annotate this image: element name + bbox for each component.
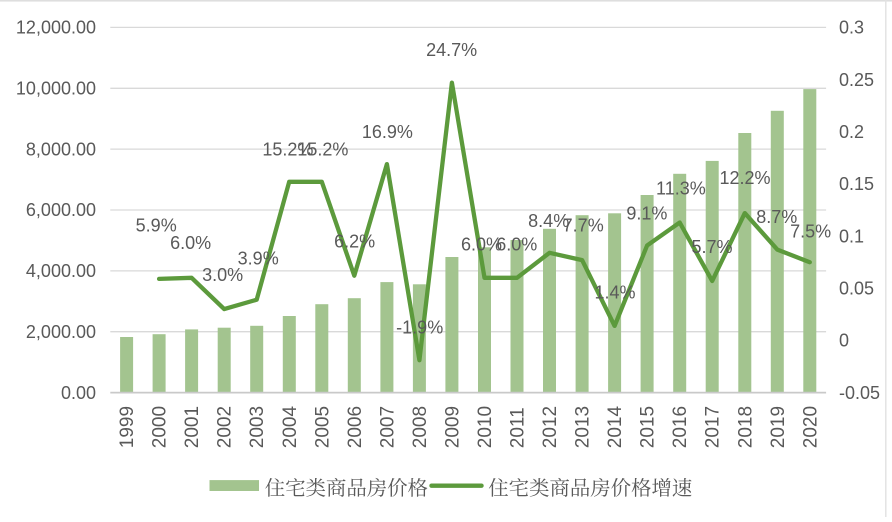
svg-text:2001: 2001 (182, 406, 203, 448)
svg-text:2014: 2014 (605, 405, 626, 448)
svg-text:1.4%: 1.4% (594, 283, 635, 303)
svg-text:2007: 2007 (377, 406, 398, 448)
svg-text:0.2: 0.2 (839, 122, 864, 142)
svg-text:3.0%: 3.0% (202, 265, 243, 285)
svg-text:6.0%: 6.0% (496, 235, 537, 255)
svg-text:8.4%: 8.4% (528, 211, 569, 231)
svg-text:24.7%: 24.7% (426, 40, 477, 60)
svg-text:2,000.00: 2,000.00 (26, 322, 96, 342)
svg-text:12,000.00: 12,000.00 (16, 18, 96, 38)
svg-text:2011: 2011 (508, 407, 529, 448)
svg-text:15.2%: 15.2% (297, 140, 348, 160)
svg-text:8,000.00: 8,000.00 (26, 139, 96, 159)
svg-text:2018: 2018 (735, 406, 756, 448)
svg-text:2019: 2019 (768, 406, 789, 448)
svg-text:2008: 2008 (410, 406, 431, 448)
svg-text:0.05: 0.05 (839, 279, 874, 299)
svg-text:12.2%: 12.2% (719, 168, 770, 188)
svg-text:2004: 2004 (280, 405, 301, 448)
svg-text:6.0%: 6.0% (461, 235, 502, 255)
svg-text:7.5%: 7.5% (790, 222, 831, 242)
svg-text:2005: 2005 (312, 406, 333, 448)
svg-text:0.3: 0.3 (839, 18, 864, 38)
svg-text:2003: 2003 (247, 406, 268, 448)
svg-text:2009: 2009 (442, 406, 463, 448)
svg-text:9.1%: 9.1% (626, 203, 667, 223)
svg-text:2000: 2000 (150, 406, 171, 448)
svg-text:15.2%: 15.2% (262, 140, 313, 160)
svg-text:2012: 2012 (540, 406, 561, 448)
svg-text:1999: 1999 (117, 406, 138, 448)
svg-text:2002: 2002 (215, 406, 236, 448)
svg-text:0.25: 0.25 (839, 70, 874, 90)
svg-text:2010: 2010 (475, 406, 496, 448)
svg-text:5.7%: 5.7% (691, 237, 732, 257)
svg-text:2017: 2017 (703, 406, 724, 448)
svg-text:2013: 2013 (573, 406, 594, 448)
svg-text:2016: 2016 (670, 406, 691, 448)
svg-text:2020: 2020 (800, 406, 821, 448)
svg-text:0.00: 0.00 (61, 383, 96, 403)
svg-text:6,000.00: 6,000.00 (26, 200, 96, 220)
svg-text:2015: 2015 (638, 406, 659, 448)
svg-text:2006: 2006 (345, 406, 366, 448)
svg-text:8.7%: 8.7% (756, 207, 797, 227)
svg-text:7.7%: 7.7% (563, 216, 604, 236)
svg-text:0.15: 0.15 (839, 174, 874, 194)
svg-text:3.9%: 3.9% (238, 248, 279, 268)
svg-text:10,000.00: 10,000.00 (16, 79, 96, 99)
svg-text:-0.05: -0.05 (839, 383, 880, 403)
svg-text:6.0%: 6.0% (170, 233, 211, 253)
svg-text:5.9%: 5.9% (136, 215, 177, 235)
svg-text:16.9%: 16.9% (362, 122, 413, 142)
svg-text:11.3%: 11.3% (656, 179, 706, 199)
svg-text:4,000.00: 4,000.00 (26, 261, 96, 281)
svg-text:-1.9%: -1.9% (396, 318, 443, 338)
svg-text:6.2%: 6.2% (334, 231, 375, 251)
svg-text:0.1: 0.1 (839, 226, 864, 246)
svg-text:0: 0 (839, 331, 849, 351)
